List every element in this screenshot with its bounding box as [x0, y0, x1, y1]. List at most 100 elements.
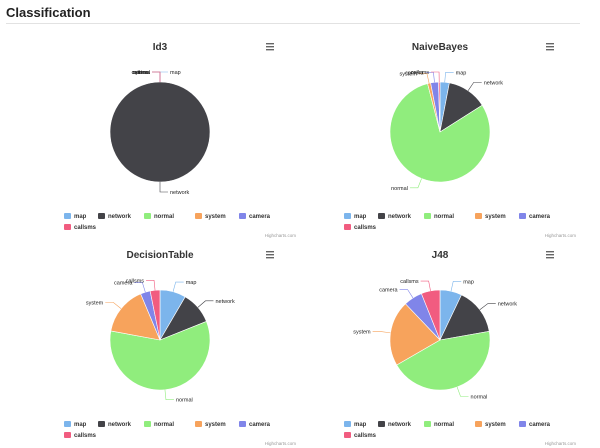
slice-label-callsms: callsms [400, 279, 419, 285]
legend-item-normal[interactable]: normal [144, 213, 174, 220]
pie-chart-id3: Id3mapnetworknormalsystemcameracallsmsma… [64, 41, 297, 238]
legend-item-camera[interactable]: camera [519, 213, 551, 220]
pie-slice-network[interactable] [109, 81, 211, 183]
legend-item-camera[interactable]: camera [519, 421, 551, 428]
legend-swatch-map [64, 421, 71, 427]
legend-item-camera[interactable]: camera [239, 421, 271, 428]
chart-menu-icon[interactable] [264, 41, 276, 52]
legend-item-system[interactable]: system [475, 421, 506, 428]
legend-label-system: system [485, 422, 506, 428]
legend-swatch-normal [144, 421, 151, 427]
connector-normal [409, 178, 422, 189]
connector-map [172, 281, 184, 292]
legend-swatch-system [475, 421, 482, 427]
pie-slice-callsms[interactable] [438, 81, 441, 133]
legend-swatch-system [195, 421, 202, 427]
legend-swatch-callsms [64, 224, 71, 230]
legend-item-callsms[interactable]: callsms [64, 432, 97, 439]
connector-callsms [431, 71, 440, 83]
legend-item-normal[interactable]: normal [424, 421, 454, 428]
highcharts-credit-link[interactable]: Highcharts.com [545, 233, 577, 238]
legend-swatch-normal [144, 213, 151, 219]
legend-label-network: network [388, 214, 412, 220]
pie-chart-decisiontable: DecisionTable map network normal system camer… [64, 249, 297, 446]
slice-label-system: system [399, 71, 417, 77]
connector-network [467, 82, 482, 91]
legend-swatch-callsms [64, 432, 71, 438]
connector-callsms [152, 71, 161, 82]
slice-label-callsms: callsms [126, 278, 145, 284]
pie-slice-network[interactable] [439, 294, 490, 341]
highcharts-credit-link[interactable]: Highcharts.com [545, 441, 577, 446]
chart-menu-icon[interactable] [264, 249, 276, 260]
connector-network [159, 182, 168, 193]
pie-slice-system[interactable] [389, 303, 441, 366]
legend-swatch-camera [239, 421, 246, 427]
connector-network [197, 300, 214, 308]
chart-title: J48 [432, 250, 449, 261]
slice-label-normal: normal [133, 70, 150, 76]
connector-camera [399, 289, 414, 299]
legend-label-normal: normal [434, 422, 454, 428]
legend-swatch-map [344, 421, 351, 427]
legend-item-network[interactable]: network [98, 213, 132, 220]
connector-system [152, 71, 161, 82]
legend-item-network[interactable]: network [98, 421, 132, 428]
slice-label-system: system [133, 70, 151, 76]
legend-label-normal: normal [154, 214, 174, 220]
slice-label-network: network [215, 299, 235, 305]
connector-map [450, 281, 462, 292]
connector-callsms [146, 279, 156, 291]
legend-item-normal[interactable]: normal [424, 213, 454, 220]
pie-slice-system[interactable] [110, 293, 161, 341]
pie-slice-normal[interactable] [389, 83, 491, 183]
legend-item-map[interactable]: map [64, 213, 87, 220]
connector-normal [164, 389, 174, 401]
legend-item-system[interactable]: system [195, 213, 226, 220]
legend-label-map: map [74, 422, 87, 428]
slice-label-camera: camera [405, 70, 424, 76]
connector-camera [152, 71, 161, 82]
legend-label-camera: camera [249, 422, 271, 428]
slice-label-map: map [170, 70, 181, 76]
title-divider [6, 23, 580, 24]
slice-label-camera: camera [114, 281, 133, 287]
legend-item-callsms[interactable]: callsms [344, 432, 377, 439]
legend-item-map[interactable]: map [64, 421, 87, 428]
highcharts-credit-link[interactable]: Highcharts.com [265, 441, 297, 446]
highcharts-credit-link[interactable]: Highcharts.com [265, 233, 297, 238]
legend-item-system[interactable]: system [195, 421, 226, 428]
legend-item-camera[interactable]: camera [239, 213, 271, 220]
slice-label-map: map [463, 279, 474, 285]
connector-camera [425, 72, 435, 83]
legend-item-callsms[interactable]: callsms [344, 224, 377, 231]
slice-label-network: network [498, 302, 518, 308]
slice-label-network: network [484, 80, 504, 86]
chart-title: Id3 [153, 42, 168, 53]
legend-label-network: network [108, 422, 132, 428]
legend-item-map[interactable]: map [344, 421, 367, 428]
slice-label-system: system [353, 329, 371, 335]
chart-title: NaiveBayes [412, 42, 469, 53]
legend-label-camera: camera [249, 214, 271, 220]
legend-item-network[interactable]: network [378, 421, 412, 428]
legend-item-system[interactable]: system [475, 213, 506, 220]
page-title: Classification [6, 5, 91, 20]
legend-swatch-camera [519, 421, 526, 427]
pie-slice-normal[interactable] [109, 321, 211, 391]
chart-menu-icon[interactable] [544, 249, 556, 260]
chart-menu-icon[interactable] [544, 41, 556, 52]
legend-label-callsms: callsms [74, 225, 97, 231]
legend-item-network[interactable]: network [378, 213, 412, 220]
legend-item-normal[interactable]: normal [144, 421, 174, 428]
slice-label-normal: normal [176, 398, 193, 404]
legend-label-camera: camera [529, 422, 551, 428]
pie-slice-normal[interactable] [396, 330, 491, 391]
slice-label-callsms: callsms [411, 70, 430, 76]
pie-slice-callsms[interactable] [421, 289, 441, 341]
legend-swatch-camera [519, 213, 526, 219]
legend-item-callsms[interactable]: callsms [64, 224, 97, 231]
legend-item-map[interactable]: map [344, 213, 367, 220]
chart-panel-id3: Id3 map network normal system camera callsms ma… [10, 30, 310, 242]
legend-label-system: system [485, 214, 506, 220]
